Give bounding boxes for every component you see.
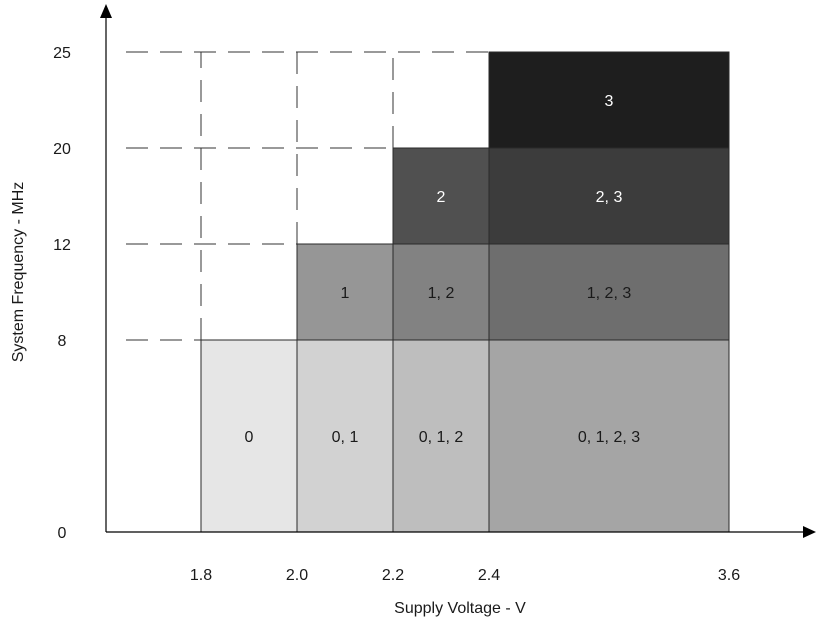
axes — [100, 4, 816, 538]
regions: 0 0, 1 0, 1, 2 0, 1, 2, 3 1 1, 2 1, 2, 3 2 2, 3 3 — [200, 51, 730, 533]
region-label-6: 1, 2, 3 — [587, 285, 632, 302]
region-7 — [392, 147, 490, 245]
region-2 — [392, 339, 490, 533]
region-3 — [488, 339, 730, 533]
region-8 — [488, 147, 730, 245]
region-label-2: 0, 1, 2 — [419, 429, 464, 446]
x-tick-label-3: 2.4 — [478, 567, 500, 584]
region-5 — [392, 243, 490, 341]
y-axis-title: System Frequency - MHz — [10, 182, 27, 362]
region-label-9: 3 — [605, 93, 614, 110]
y-tick-label-4: 25 — [53, 45, 71, 62]
x-axis-title: Supply Voltage - V — [394, 600, 526, 617]
region-9 — [488, 51, 730, 149]
y-tick-label-1: 8 — [58, 333, 67, 350]
dashed-grid — [126, 51, 489, 341]
y-tick-label-3: 20 — [53, 141, 71, 158]
region-label-8: 2, 3 — [596, 189, 623, 206]
region-0 — [200, 339, 298, 533]
region-4 — [296, 243, 394, 341]
region-label-1: 0, 1 — [332, 429, 359, 446]
y-tick-label-2: 12 — [53, 237, 71, 254]
region-label-7: 2 — [437, 189, 446, 206]
x-tick-label-0: 1.8 — [190, 567, 212, 584]
region-label-5: 1, 2 — [428, 285, 455, 302]
y-axis-arrowhead — [100, 4, 112, 18]
x-tick-label-1: 2.0 — [286, 567, 308, 584]
x-tick-label-4: 3.6 — [718, 567, 740, 584]
x-tick-label-2: 2.2 — [382, 567, 404, 584]
y-tick-label-0: 0 — [58, 525, 67, 542]
region-label-4: 1 — [341, 285, 350, 302]
region-label-3: 0, 1, 2, 3 — [578, 429, 640, 446]
region-6 — [488, 243, 730, 341]
region-label-0: 0 — [245, 429, 254, 446]
x-axis-arrowhead — [803, 526, 816, 538]
